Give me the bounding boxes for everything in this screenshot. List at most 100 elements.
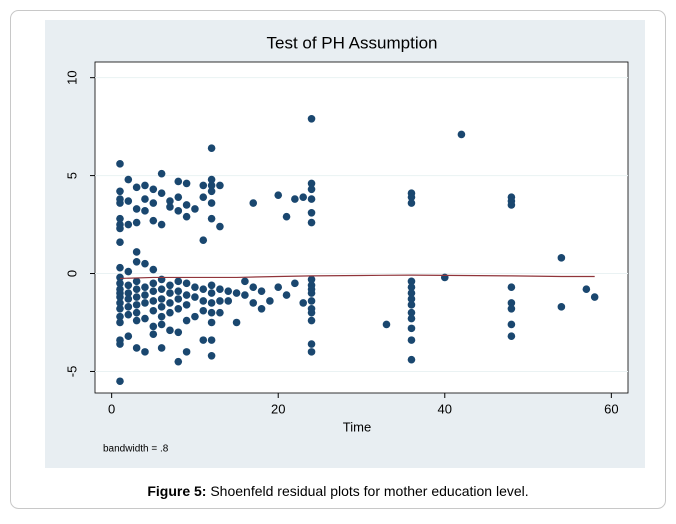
- point: [149, 297, 158, 305]
- point: [207, 181, 216, 190]
- point: [507, 332, 516, 341]
- point: [166, 203, 174, 211]
- point: [157, 344, 166, 352]
- point: [241, 277, 249, 286]
- point: [199, 336, 208, 344]
- point: [157, 312, 166, 321]
- point: [166, 299, 174, 307]
- point: [141, 348, 149, 356]
- point: [291, 195, 299, 203]
- point: [216, 297, 224, 305]
- point: [266, 297, 274, 305]
- point: [132, 285, 141, 293]
- point: [307, 275, 316, 284]
- point: [207, 175, 216, 184]
- point: [507, 299, 516, 307]
- point: [307, 114, 316, 123]
- y-tick-label: 5: [64, 172, 79, 179]
- point: [199, 181, 208, 190]
- point: [116, 187, 124, 196]
- point: [307, 348, 316, 356]
- point: [174, 177, 183, 186]
- y-tick-label: 0: [64, 270, 79, 277]
- point: [507, 304, 516, 313]
- point: [199, 297, 208, 305]
- point: [249, 299, 258, 307]
- point: [207, 308, 216, 317]
- point: [207, 318, 216, 327]
- point: [174, 295, 183, 303]
- point: [166, 326, 174, 335]
- point: [132, 344, 141, 352]
- x-tick-label: 40: [438, 401, 452, 416]
- point: [207, 187, 216, 196]
- point: [116, 214, 124, 223]
- point: [149, 185, 158, 194]
- point: [132, 293, 141, 301]
- point: [257, 287, 266, 295]
- point: [507, 283, 516, 292]
- point: [216, 308, 224, 317]
- point: [141, 207, 149, 215]
- point: [166, 308, 174, 317]
- point: [157, 285, 166, 293]
- point: [149, 216, 158, 225]
- point: [590, 293, 599, 301]
- point: [174, 328, 183, 337]
- point: [141, 283, 149, 292]
- point: [282, 291, 291, 299]
- point: [182, 348, 191, 356]
- point: [166, 289, 174, 297]
- point: [116, 199, 124, 207]
- point: [132, 183, 141, 192]
- point: [407, 301, 416, 309]
- point: [191, 205, 199, 213]
- point: [124, 332, 133, 341]
- plot-layer: -5 0 5 10 0 20 40 60: [64, 70, 628, 416]
- point: [116, 340, 124, 348]
- point: [274, 191, 283, 199]
- chart-title: Test of PH Assumption: [266, 33, 437, 52]
- point: [132, 248, 141, 256]
- point: [407, 277, 416, 286]
- point: [307, 185, 316, 194]
- point: [407, 324, 416, 333]
- point: [116, 224, 124, 233]
- point: [132, 308, 141, 317]
- point: [207, 144, 216, 152]
- point: [191, 293, 199, 301]
- point: [174, 304, 183, 313]
- point: [407, 314, 416, 323]
- point: [149, 330, 158, 339]
- point: [216, 285, 224, 293]
- point: [124, 197, 133, 205]
- point: [157, 295, 166, 303]
- point: [257, 304, 266, 313]
- point: [507, 320, 516, 329]
- point: [199, 193, 208, 201]
- point: [291, 279, 299, 288]
- point: [382, 320, 391, 329]
- point: [157, 303, 166, 311]
- point: [307, 218, 316, 227]
- point: [557, 303, 566, 311]
- point: [157, 275, 166, 284]
- point: [207, 289, 216, 297]
- point: [207, 299, 216, 307]
- point: [141, 299, 149, 307]
- point: [182, 201, 191, 209]
- point: [457, 130, 466, 139]
- point: [174, 193, 183, 201]
- point: [116, 273, 124, 282]
- point: [307, 209, 316, 217]
- point: [157, 220, 166, 229]
- point: [132, 205, 141, 213]
- point: [116, 299, 124, 307]
- point: [307, 285, 316, 293]
- point: [141, 195, 149, 203]
- point: [141, 314, 149, 323]
- point: [207, 214, 216, 223]
- point: [191, 283, 199, 292]
- point: [191, 312, 199, 321]
- point: [116, 238, 124, 246]
